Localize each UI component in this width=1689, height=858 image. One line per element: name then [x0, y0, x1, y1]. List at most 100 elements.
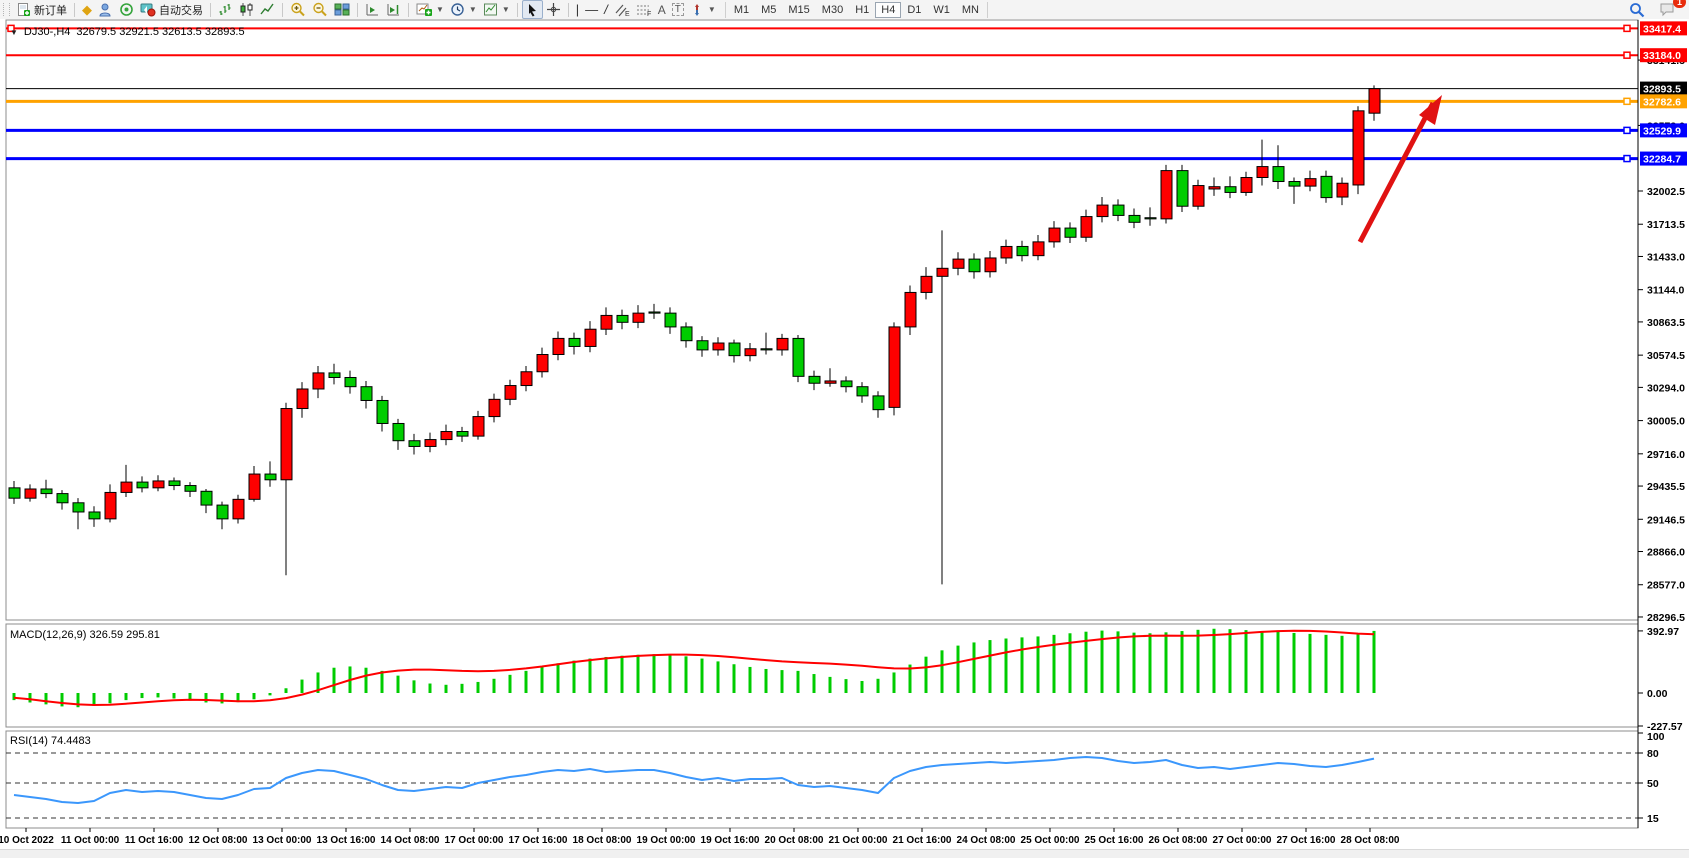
- text-label-button[interactable]: T: [669, 1, 687, 18]
- time-tick-label[interactable]: 11 Oct 16:00: [125, 835, 184, 846]
- time-tick-label[interactable]: 10 Oct 2022: [0, 835, 54, 846]
- notifications-button[interactable]: 1: [1656, 0, 1686, 18]
- candle: [56, 493, 69, 504]
- time-tick-label[interactable]: 24 Oct 08:00: [957, 835, 1016, 846]
- time-tick-label[interactable]: 11 Oct 00:00: [61, 835, 120, 846]
- time-tick-label[interactable]: 13 Oct 00:00: [253, 835, 312, 846]
- horizontal-line-button[interactable]: —: [585, 2, 599, 17]
- trendline-button[interactable]: /: [604, 2, 608, 17]
- text-button[interactable]: A: [657, 2, 666, 17]
- trend-arrow[interactable]: [1357, 101, 1436, 244]
- price-tick-label: 31144.0: [1647, 285, 1685, 297]
- price-tick-label: 30005.0: [1647, 416, 1685, 428]
- time-tick-label[interactable]: 17 Oct 00:00: [445, 835, 504, 846]
- macd-signal-line: [13, 629, 1375, 706]
- time-tick-label[interactable]: 25 Oct 00:00: [1021, 835, 1080, 846]
- candle: [40, 488, 53, 495]
- time-tick-label[interactable]: 19 Oct 16:00: [701, 835, 760, 846]
- time-tick-label[interactable]: 13 Oct 16:00: [317, 835, 376, 846]
- zoom-in-button[interactable]: [287, 1, 309, 18]
- price-tick-label: 30574.5: [1647, 350, 1685, 362]
- tile-windows-button[interactable]: [331, 1, 353, 18]
- candle: [1336, 182, 1349, 198]
- new-order-button[interactable]: 新订单: [13, 1, 70, 18]
- candle: [824, 380, 837, 384]
- separator: [516, 2, 518, 17]
- time-tick-label[interactable]: 21 Oct 00:00: [829, 835, 888, 846]
- trend-arrow-head[interactable]: [1419, 95, 1442, 125]
- auto-scroll-button[interactable]: [362, 1, 383, 18]
- time-tick-label[interactable]: 17 Oct 16:00: [509, 835, 568, 846]
- zoom-out-button[interactable]: [309, 1, 331, 18]
- timeframe-h1[interactable]: H1: [855, 3, 870, 16]
- navigator-button[interactable]: [95, 1, 116, 18]
- fibonacci-button[interactable]: F: [633, 1, 655, 18]
- candle: [1160, 170, 1173, 220]
- time-tick-label[interactable]: 20 Oct 08:00: [765, 835, 824, 846]
- time-tick-label[interactable]: 26 Oct 08:00: [1149, 835, 1208, 846]
- chart-area[interactable]: 33141.532573.032002.531713.531433.031144…: [0, 19, 1689, 858]
- separator: [357, 2, 358, 17]
- timeframe-d1[interactable]: D1: [907, 3, 922, 16]
- crosshair-button[interactable]: [543, 1, 564, 18]
- time-tick-label[interactable]: 27 Oct 00:00: [1213, 835, 1272, 846]
- candle: [1192, 185, 1205, 207]
- vertical-line-button[interactable]: |: [575, 2, 580, 17]
- autotrading-button[interactable]: 自动交易: [137, 1, 206, 18]
- arrows-button[interactable]: ▼: [687, 1, 719, 18]
- indicators-button[interactable]: ▼: [413, 1, 447, 18]
- hline-handle[interactable]: [1623, 154, 1631, 163]
- dropdown-arrow-icon: ▼: [501, 5, 510, 14]
- line-chart-button[interactable]: [257, 1, 278, 18]
- navigator-icon: [99, 3, 111, 17]
- time-tick-label[interactable]: 14 Oct 08:00: [381, 835, 440, 846]
- timeframe-m15[interactable]: M15: [788, 3, 810, 16]
- time-tick-label[interactable]: 12 Oct 08:00: [189, 835, 248, 846]
- hline-handle[interactable]: [1623, 97, 1631, 106]
- search-button[interactable]: [1626, 1, 1648, 18]
- templates-button[interactable]: ▼: [480, 1, 513, 18]
- timeframe-w1[interactable]: W1: [933, 3, 950, 16]
- chart-shift-button[interactable]: [383, 1, 404, 18]
- candle: [72, 502, 85, 513]
- time-tick-label[interactable]: 27 Oct 16:00: [1277, 835, 1336, 846]
- hline-handle[interactable]: [1623, 126, 1631, 135]
- market-watch-button[interactable]: ◆: [79, 1, 95, 18]
- autotrading-icon: [140, 3, 156, 17]
- chart-canvas: 33141.532573.032002.531713.531433.031144…: [0, 19, 1689, 858]
- time-tick-label[interactable]: 28 Oct 08:00: [1341, 835, 1400, 846]
- timeframe-mn[interactable]: MN: [961, 3, 979, 16]
- equidistant-channel-button[interactable]: E: [611, 1, 633, 18]
- hline-handle[interactable]: [1623, 51, 1631, 59]
- terminal-icon: [120, 3, 133, 16]
- timeframe-m1[interactable]: M1: [733, 3, 750, 16]
- candle: [1368, 88, 1381, 114]
- chart-shift-icon: [387, 4, 399, 16]
- expand-arrow-icon[interactable]: ▼: [10, 27, 18, 37]
- timeframe-m30[interactable]: M30: [821, 3, 844, 16]
- periods-button[interactable]: ▼: [447, 1, 480, 18]
- bar-chart-button[interactable]: [215, 1, 236, 18]
- time-tick-label[interactable]: 18 Oct 08:00: [573, 835, 632, 846]
- candlestick-chart-button[interactable]: [236, 1, 257, 18]
- hline-handle[interactable]: [7, 24, 15, 33]
- candle: [1288, 181, 1301, 187]
- time-tick-label[interactable]: 19 Oct 00:00: [637, 835, 696, 846]
- hline-handle[interactable]: [1623, 24, 1631, 33]
- time-tick-label[interactable]: 25 Oct 16:00: [1085, 835, 1144, 846]
- timeframe-m5[interactable]: M5: [761, 3, 777, 16]
- candle: [1000, 245, 1013, 259]
- candle: [248, 473, 261, 500]
- price-tick-label: 29146.5: [1647, 514, 1685, 526]
- candle: [792, 337, 805, 377]
- cursor-button[interactable]: [521, 0, 543, 19]
- terminal-button[interactable]: [116, 1, 137, 18]
- price-tick-label: 30863.5: [1647, 317, 1685, 329]
- candle: [280, 408, 293, 481]
- timeframe-h4[interactable]: H4: [875, 1, 902, 18]
- time-tick-label[interactable]: 21 Oct 16:00: [893, 835, 952, 846]
- candle: [1032, 241, 1045, 257]
- dropdown-arrow-icon: ▼: [436, 5, 444, 14]
- svg-text:E: E: [625, 11, 630, 17]
